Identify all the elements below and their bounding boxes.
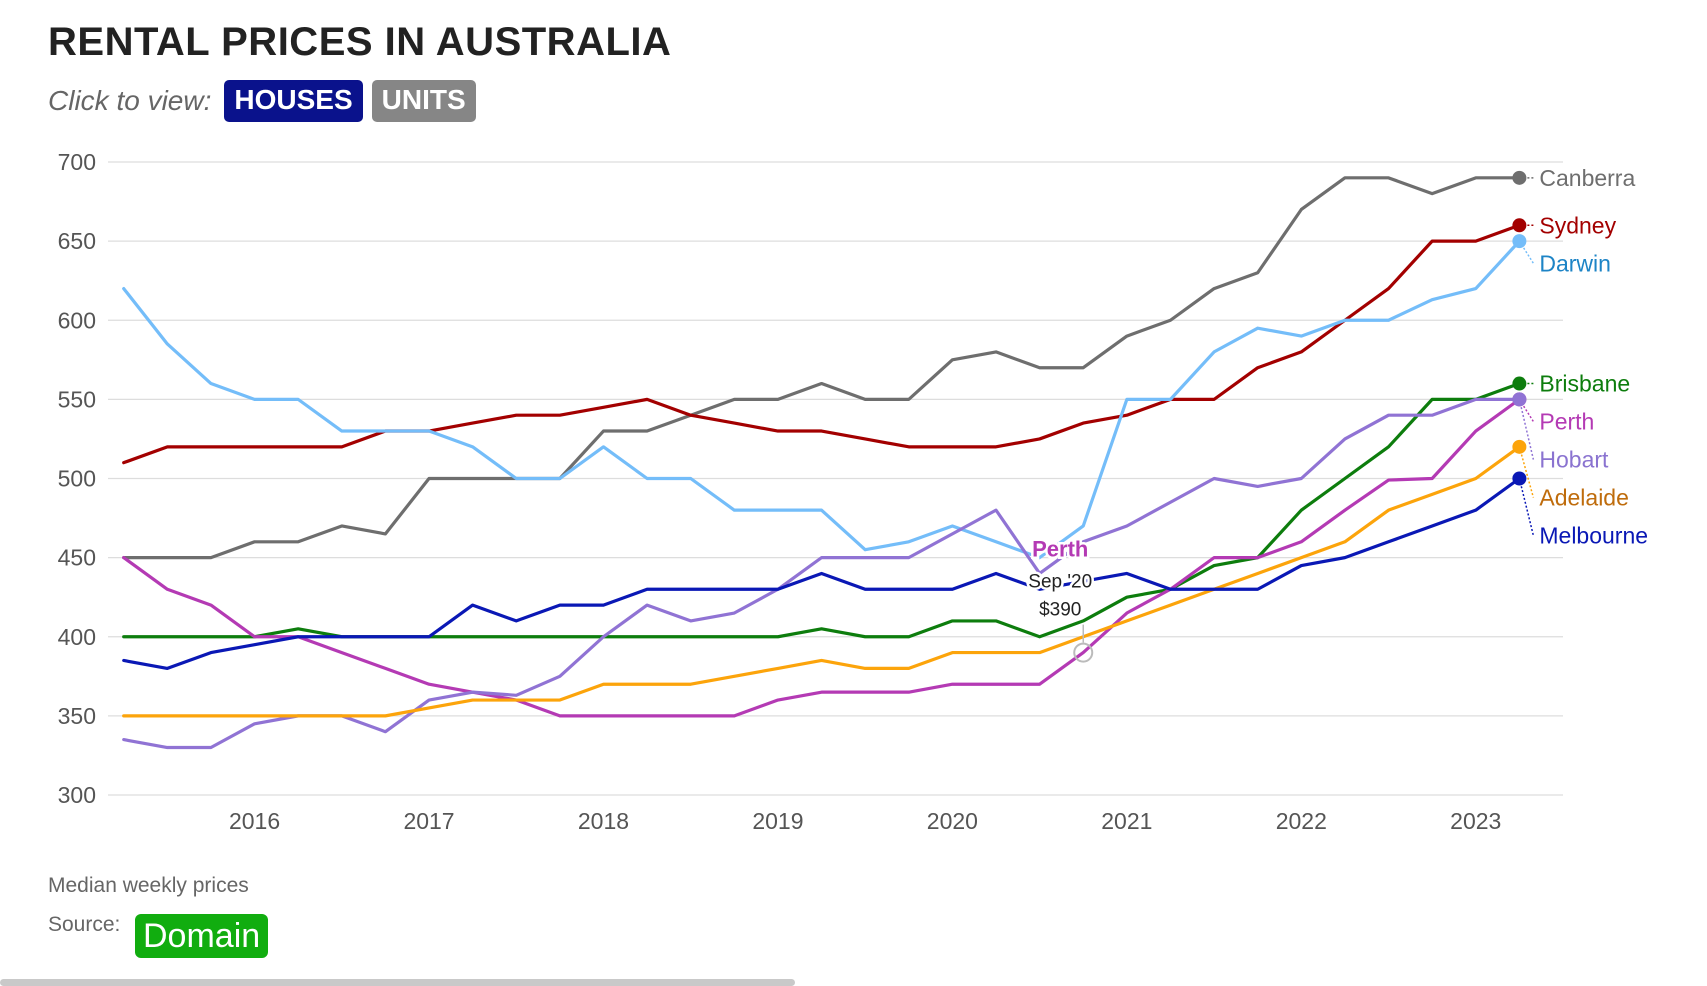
tooltip: Perth Sep '20 $390 xyxy=(1026,534,1095,663)
brisbane-label: Brisbane xyxy=(1539,371,1630,397)
footer-note: Median weekly prices xyxy=(48,874,249,897)
toggle-prompt: Click to view: xyxy=(48,85,212,116)
x-tick-label: 2020 xyxy=(927,808,978,834)
hobart-line xyxy=(122,397,1521,750)
y-tick-label: 450 xyxy=(58,545,96,571)
y-tick-label: 700 xyxy=(58,149,96,175)
canberra-label: Canberra xyxy=(1539,165,1635,191)
x-tick-label: 2019 xyxy=(752,808,803,834)
view-toggle: Click to view: HOUSES UNITS xyxy=(48,80,476,122)
y-tick-label: 550 xyxy=(58,386,96,412)
darwin-end-dot xyxy=(1512,234,1527,249)
tooltip-date: Sep '20 xyxy=(1028,572,1092,593)
perth-label: Perth xyxy=(1539,409,1594,435)
x-tick-label: 2018 xyxy=(578,808,629,834)
tooltip-series: Perth xyxy=(1032,537,1088,562)
x-tick-label: 2021 xyxy=(1101,808,1152,834)
adelaide-end-dot xyxy=(1512,439,1527,454)
darwin-line xyxy=(122,239,1521,560)
houses-button[interactable]: HOUSES xyxy=(224,80,363,122)
y-tick-label: 350 xyxy=(58,703,96,729)
tooltip-value: $390 xyxy=(1039,600,1081,621)
hover-marker xyxy=(1073,642,1094,663)
chart-title: RENTAL PRICES IN AUSTRALIA xyxy=(48,20,672,64)
x-tick-label: 2023 xyxy=(1450,808,1501,834)
brisbane-end-dot xyxy=(1512,376,1527,391)
darwin-label: Darwin xyxy=(1539,250,1611,276)
x-tick-label: 2022 xyxy=(1276,808,1327,834)
y-tick-label: 300 xyxy=(58,782,96,808)
units-button[interactable]: UNITS xyxy=(371,80,476,122)
sydney-line xyxy=(122,223,1521,465)
source-label: Source: xyxy=(48,913,121,936)
y-tick-label: 600 xyxy=(58,307,96,333)
melbourne-line xyxy=(122,476,1521,671)
x-tick-label: 2016 xyxy=(229,808,280,834)
x-tick-label: 2017 xyxy=(403,808,454,834)
canberra-end-dot xyxy=(1512,170,1527,185)
grid: 700 650 600 550 500 450 400 350 300 2016 2017 2018 2… xyxy=(58,149,1563,834)
hobart-end-dot xyxy=(1512,392,1527,407)
horizontal-scrollbar[interactable] xyxy=(0,979,795,986)
adelaide-line xyxy=(122,445,1521,718)
y-tick-label: 500 xyxy=(58,466,96,492)
sydney-label: Sydney xyxy=(1539,212,1616,238)
canberra-line xyxy=(122,176,1521,560)
melbourne-label: Melbourne xyxy=(1539,523,1648,549)
sydney-end-dot xyxy=(1512,218,1527,233)
adelaide-label: Adelaide xyxy=(1539,485,1629,511)
end-labels: Canberra Sydney Darwin Brisbane Perth Hobart A… xyxy=(1512,165,1648,549)
adelaide-leader xyxy=(1518,446,1535,498)
y-tick-label: 400 xyxy=(58,624,96,650)
series-lines xyxy=(122,176,1521,750)
y-tick-label: 650 xyxy=(58,228,96,254)
source-logo[interactable]: Domain xyxy=(135,914,269,958)
melbourne-leader xyxy=(1518,478,1535,536)
hobart-label: Hobart xyxy=(1539,447,1609,473)
perth-line xyxy=(122,397,1521,718)
melbourne-end-dot xyxy=(1512,471,1527,486)
